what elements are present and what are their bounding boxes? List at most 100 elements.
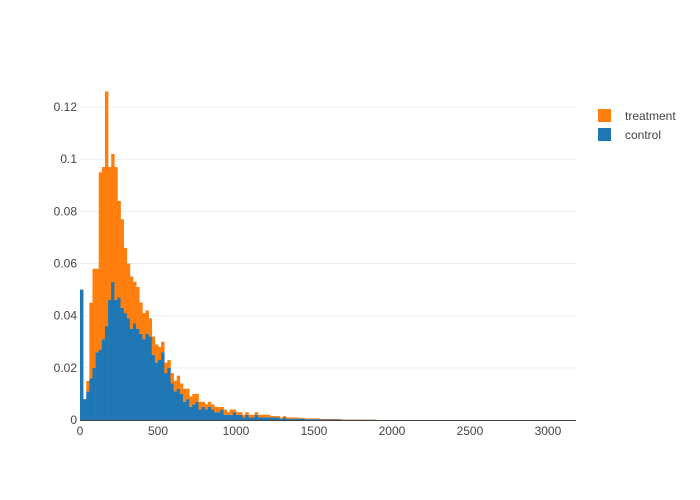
bar-treatment-34 bbox=[186, 388, 190, 400]
bar-treatment-80 bbox=[329, 418, 333, 420]
bar-treatment-29 bbox=[170, 373, 174, 384]
bar-treatment-61 bbox=[270, 416, 274, 418]
bar-treatment-13 bbox=[120, 219, 124, 308]
bar-control-54 bbox=[248, 417, 252, 420]
bar-treatment-68 bbox=[292, 417, 296, 419]
bar-control-11 bbox=[114, 300, 118, 420]
bar-control-72 bbox=[304, 419, 309, 420]
bar-treatment-27 bbox=[164, 362, 168, 374]
bar-treatment-36 bbox=[192, 393, 196, 405]
bar-treatment-33 bbox=[182, 388, 187, 402]
legend: treatment control bbox=[598, 106, 676, 144]
bar-control-32 bbox=[179, 393, 184, 420]
legend-item-treatment[interactable]: treatment bbox=[598, 106, 676, 125]
legend-label-control: control bbox=[625, 127, 662, 142]
bar-control-78 bbox=[323, 419, 327, 420]
bar-control-30 bbox=[173, 391, 178, 420]
bar-treatment-39 bbox=[201, 401, 206, 407]
bar-treatment-17 bbox=[133, 281, 137, 324]
bar-treatment-31 bbox=[176, 375, 181, 389]
bar-control-23 bbox=[151, 354, 156, 420]
bar-treatment-53 bbox=[245, 412, 249, 415]
bar-treatment-62 bbox=[273, 416, 277, 418]
bar-control-80 bbox=[329, 419, 333, 420]
bar-control-49 bbox=[232, 412, 237, 420]
bar-treatment-14 bbox=[123, 247, 128, 314]
bar-treatment-7 bbox=[101, 167, 106, 340]
x-tick-label-2: 1000 bbox=[223, 424, 250, 438]
bar-treatment-74 bbox=[310, 418, 315, 420]
bar-treatment-75 bbox=[313, 418, 318, 420]
y-tick-label-4: 0.08 bbox=[54, 204, 78, 218]
bar-treatment-32 bbox=[179, 383, 184, 394]
bar-treatment-19 bbox=[139, 302, 143, 334]
y-tick-label-2: 0.04 bbox=[54, 309, 78, 323]
bar-treatment-41 bbox=[207, 401, 212, 407]
bar-control-6 bbox=[98, 349, 103, 420]
bar-treatment-69 bbox=[295, 417, 299, 419]
bar-control-73 bbox=[307, 419, 312, 420]
bar-treatment-18 bbox=[136, 287, 140, 329]
bar-treatment-54 bbox=[248, 414, 252, 418]
bar-treatment-25 bbox=[157, 346, 162, 361]
bar-control-3 bbox=[89, 378, 93, 420]
bar-control-1 bbox=[83, 399, 87, 420]
bar-control-12 bbox=[117, 297, 121, 420]
bar-treatment-46 bbox=[223, 409, 227, 415]
bar-control-70 bbox=[298, 418, 302, 420]
bar-control-26 bbox=[161, 352, 165, 420]
bar-control-74 bbox=[310, 419, 315, 420]
y-axis-ticks: 0 0.02 0.04 0.06 0.08 0.1 0.12 bbox=[54, 100, 78, 427]
bar-control-17 bbox=[133, 323, 137, 420]
y-tick-label-5: 0.1 bbox=[60, 152, 77, 166]
bar-treatment-70 bbox=[298, 417, 302, 419]
bar-control-22 bbox=[148, 336, 153, 420]
bar-treatment-8 bbox=[104, 91, 109, 327]
x-tick-label-1: 500 bbox=[148, 424, 168, 438]
bar-treatment-58 bbox=[260, 414, 265, 418]
bar-treatment-67 bbox=[289, 417, 293, 419]
bar-treatment-60 bbox=[267, 414, 271, 418]
bar-treatment-11 bbox=[114, 167, 118, 301]
x-axis-ticks: 0 500 1000 1500 2000 2500 3000 bbox=[77, 424, 562, 438]
bar-treatment-82 bbox=[335, 418, 340, 420]
bar-treatment-48 bbox=[229, 409, 234, 415]
bar-control-82 bbox=[335, 419, 340, 420]
bar-treatment-52 bbox=[242, 414, 246, 418]
bar-treatment-71 bbox=[301, 417, 305, 419]
bar-control-31 bbox=[176, 388, 181, 420]
bar-treatment-44 bbox=[217, 406, 221, 413]
bar-control-34 bbox=[186, 399, 190, 420]
bar-control-40 bbox=[204, 409, 209, 420]
bar-treatment-9 bbox=[108, 167, 112, 301]
legend-swatch-treatment bbox=[598, 109, 611, 122]
bar-treatment-4 bbox=[92, 268, 96, 368]
bar-treatment-12 bbox=[117, 200, 121, 298]
bar-control-27 bbox=[164, 373, 168, 420]
bar-control-43 bbox=[214, 412, 218, 420]
bar-treatment-23 bbox=[151, 336, 156, 355]
bar-control-65 bbox=[282, 417, 287, 420]
bar-control-33 bbox=[182, 401, 187, 420]
bar-control-79 bbox=[326, 419, 330, 420]
bar-treatment-51 bbox=[239, 412, 243, 415]
bar-control-14 bbox=[123, 313, 128, 420]
bar-control-5 bbox=[95, 352, 100, 420]
bar-treatment-81 bbox=[332, 418, 337, 420]
bar-control-67 bbox=[289, 418, 293, 420]
legend-item-control[interactable]: control bbox=[598, 125, 676, 144]
bar-treatment-56 bbox=[254, 412, 259, 415]
bar-control-83 bbox=[338, 419, 343, 420]
bar-control-50 bbox=[235, 414, 240, 420]
bar-treatment-65 bbox=[282, 416, 287, 418]
bar-control-35 bbox=[189, 406, 193, 420]
legend-label-treatment: treatment bbox=[625, 108, 676, 123]
bar-control-44 bbox=[217, 412, 221, 420]
x-tick-label-5: 2500 bbox=[457, 424, 484, 438]
y-tick-label-1: 0.02 bbox=[54, 361, 78, 375]
bar-control-81 bbox=[332, 419, 337, 420]
bar-control-21 bbox=[145, 333, 149, 420]
bar-control-53 bbox=[245, 414, 249, 420]
bar-control-13 bbox=[120, 307, 124, 420]
